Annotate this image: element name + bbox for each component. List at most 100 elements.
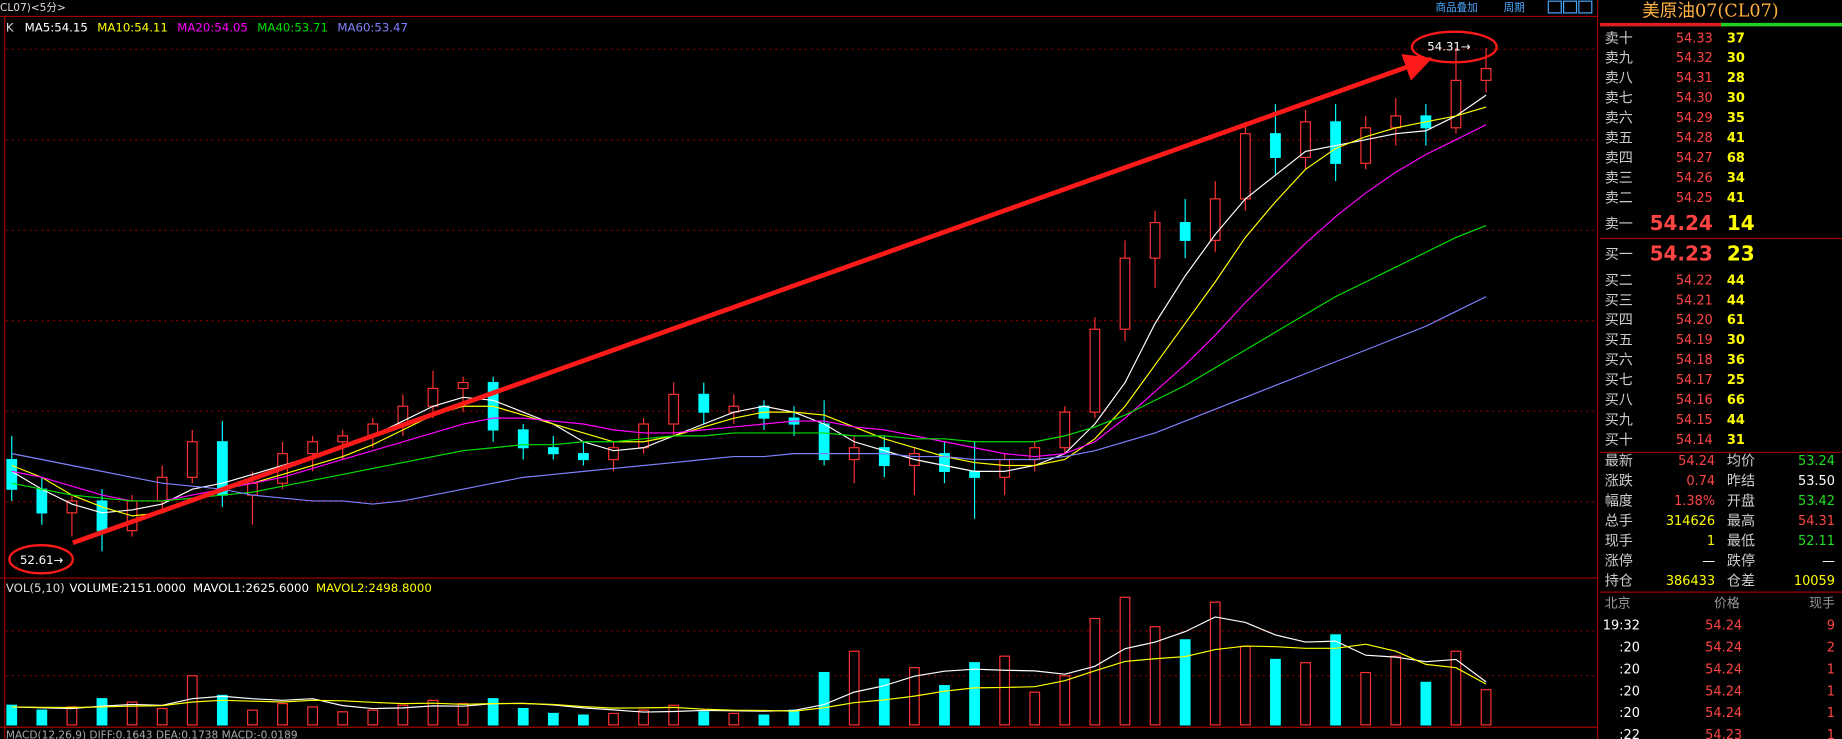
ma-line	[11, 296, 1487, 505]
volume-bar	[36, 709, 48, 726]
trend-arrow	[72, 54, 1433, 546]
volume-bar	[6, 704, 18, 726]
book-qty: 61	[1727, 313, 1745, 328]
stat-label: 均价	[1727, 454, 1755, 470]
annotation: 54.31→	[1427, 39, 1471, 53]
nav-icon[interactable]	[1547, 0, 1562, 14]
candle-body	[818, 423, 830, 461]
book-price: 54.22	[1676, 273, 1713, 288]
book-label: 买十	[1605, 433, 1633, 449]
stat-value: 53.24	[1798, 454, 1835, 469]
book-label: 买六	[1605, 353, 1633, 369]
book-label: 卖八	[1605, 71, 1633, 87]
book-label: 卖二	[1605, 191, 1633, 207]
volume-bar	[186, 675, 198, 726]
book-price: 54.17	[1676, 373, 1713, 388]
candle-body	[457, 381, 469, 390]
stat-label: 幅度	[1605, 494, 1633, 510]
book-label: 买二	[1605, 273, 1633, 289]
stat-value: 53.42	[1798, 494, 1835, 509]
candle-body	[1330, 121, 1342, 164]
volume-bar	[728, 712, 740, 726]
volume-bar	[1420, 681, 1432, 726]
book-price: 54.33	[1676, 31, 1713, 46]
legend-title: K	[6, 21, 14, 35]
stat-value: 314626	[1666, 514, 1715, 529]
book-label: 卖七	[1605, 91, 1633, 107]
tick-price: 54.24	[1705, 684, 1742, 699]
candle-body	[1179, 221, 1191, 241]
volume-bar	[818, 671, 830, 726]
low-circle	[8, 543, 75, 575]
book-price: 54.18	[1676, 353, 1713, 368]
candle-body	[1450, 79, 1462, 129]
volume-title: VOL(5,10)	[6, 581, 65, 595]
book-price: 54.15	[1676, 413, 1713, 428]
volume-bar	[638, 709, 649, 726]
book-qty: 23	[1727, 241, 1755, 265]
stat-label: 涨跌	[1605, 474, 1633, 490]
stat-value: 1.38%	[1674, 494, 1715, 509]
tick-volume: 9	[1827, 619, 1835, 634]
legend-entry: VOLUME:2151.0000	[69, 581, 186, 595]
volume-bar	[1360, 671, 1372, 726]
book-qty: 66	[1727, 393, 1745, 408]
candle-body	[1209, 198, 1221, 241]
book-label: 卖九	[1605, 51, 1633, 67]
book-qty: 68	[1727, 151, 1745, 166]
volume-bar	[1089, 617, 1101, 726]
book-qty: 44	[1727, 293, 1745, 308]
candle-body	[1390, 115, 1402, 129]
candle-body	[578, 453, 589, 461]
book-qty: 14	[1727, 211, 1755, 235]
candle-body	[1360, 127, 1372, 164]
stat-value: 1	[1707, 534, 1715, 549]
tick-volume: 1	[1827, 706, 1835, 721]
volume-bar	[788, 709, 800, 726]
volume-bar	[457, 703, 469, 726]
tick-volume: 1	[1827, 662, 1835, 677]
stat-value: 54.31	[1798, 514, 1835, 529]
book-qty: 31	[1727, 433, 1745, 448]
book-label: 卖三	[1605, 171, 1633, 187]
stat-value: 386433	[1666, 574, 1715, 589]
macd-header: MACD(12,26,9) DIFF:0.1643 DEA:0.1738 MAC…	[6, 729, 298, 739]
book-price: 54.16	[1676, 393, 1713, 408]
stat-label: 仓差	[1727, 574, 1755, 590]
candle-body	[969, 470, 980, 478]
tick-time: :20	[1619, 641, 1640, 656]
book-label: 买三	[1605, 293, 1633, 309]
legend-entry: MA10:54.11	[97, 21, 168, 35]
volume-bar	[1330, 634, 1342, 726]
candle-body	[608, 447, 619, 461]
overlay-button[interactable]: 商品叠加	[1436, 1, 1478, 14]
book-label: 买九	[1605, 413, 1633, 429]
nav-icon[interactable]	[1578, 0, 1593, 14]
book-qty: 35	[1727, 111, 1745, 126]
volume-bar	[126, 701, 138, 726]
candle-body	[1029, 447, 1041, 461]
book-label: 买四	[1605, 313, 1633, 329]
candle-body	[1300, 121, 1311, 158]
candle-body	[36, 488, 48, 514]
ma-line	[11, 225, 1487, 502]
candle-body	[307, 441, 319, 455]
nav-icon[interactable]	[1562, 0, 1578, 14]
book-label: 买七	[1605, 373, 1633, 389]
symbol-label: CL07)<5分>	[0, 2, 66, 14]
candle-body	[6, 458, 18, 490]
volume-bar	[156, 707, 168, 726]
quote-panel: 美原油07(CL07) 卖十 54.33 37 卖九 54.32 30 卖八 54.31 28 卖…	[1600, 2, 1842, 739]
book-price: 54.24	[1650, 211, 1713, 235]
legend-entry: MA5:54.15	[25, 21, 88, 35]
period-button[interactable]: 周期	[1504, 2, 1525, 14]
tick-time: 19:32	[1603, 619, 1640, 634]
candle-body	[66, 500, 78, 514]
book-label: 买八	[1605, 393, 1633, 409]
stat-label: 最低	[1727, 534, 1755, 550]
book-price: 54.20	[1676, 313, 1713, 328]
candle-body	[427, 387, 439, 407]
candle-body	[1149, 221, 1161, 259]
volume-bar	[608, 712, 619, 726]
tick-price: 54.24	[1705, 662, 1742, 677]
